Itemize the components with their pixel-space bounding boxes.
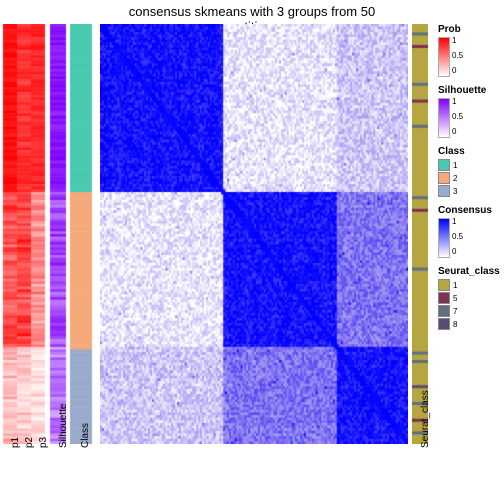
gradient-bar [438, 98, 450, 138]
axis-label: Class [80, 423, 91, 448]
legend-title: Consensus [438, 205, 500, 216]
swatch [438, 318, 450, 330]
swatch-label: 8 [453, 320, 457, 329]
legend-class: Class 1 2 3 [438, 146, 500, 197]
legend-seurat_class: Seurat_class 1 5 7 8 [438, 266, 500, 330]
axis-label: p2 [24, 437, 35, 448]
gradient-ticks: 10.50 [452, 98, 472, 136]
legend-title: Silhouette [438, 85, 500, 96]
figure-container: consensus skmeans with 3 groups from 50 … [0, 0, 504, 504]
axis-label: Seurat_class [420, 390, 431, 448]
swatch [438, 172, 450, 184]
gradient-ticks: 10.50 [452, 37, 472, 75]
swatch [438, 185, 450, 197]
tick-label: 0 [452, 128, 456, 136]
legend-item: 7 [438, 305, 500, 317]
legend-title: Prob [438, 24, 500, 35]
swatch-label: 1 [453, 281, 457, 290]
tick-label: 1 [452, 98, 456, 106]
legend-item: 3 [438, 185, 500, 197]
swatch-label: 5 [453, 294, 457, 303]
gradient-bar [438, 218, 450, 258]
tick-label: 0.5 [452, 113, 463, 121]
tick-label: 0 [452, 248, 456, 256]
tick-label: 1 [452, 218, 456, 226]
right-annotation [412, 24, 428, 444]
tick-label: 0 [452, 67, 456, 75]
legend-title: Class [438, 146, 500, 157]
gradient-bar [438, 37, 450, 77]
tick-label: 1 [452, 37, 456, 45]
legend-item: 2 [438, 172, 500, 184]
tick-label: 0.5 [452, 233, 463, 241]
tick-label: 0.5 [452, 52, 463, 60]
axis-label: Silhouette [58, 404, 69, 448]
swatch-label: 1 [453, 161, 457, 170]
swatch [438, 279, 450, 291]
legend-consensus: Consensus10.50 [438, 205, 500, 258]
swatch [438, 292, 450, 304]
legend-item: 5 [438, 292, 500, 304]
axis-label: p1 [10, 437, 21, 448]
left-annotations [0, 24, 96, 444]
legend-item: 1 [438, 279, 500, 291]
legend-item: 8 [438, 318, 500, 330]
consensus-heatmap [100, 24, 408, 444]
swatch [438, 305, 450, 317]
legend-title: Seurat_class [438, 266, 500, 277]
swatch-label: 2 [453, 174, 457, 183]
axis-label: p3 [38, 437, 49, 448]
legend-silhouette: Silhouette10.50 [438, 85, 500, 138]
swatch-label: 7 [453, 307, 457, 316]
swatch-label: 3 [453, 187, 457, 196]
legend-item: 1 [438, 159, 500, 171]
legend-panel: Prob10.50Silhouette10.50Class123Consensu… [438, 24, 500, 338]
swatch [438, 159, 450, 171]
gradient-ticks: 10.50 [452, 218, 472, 256]
legend-prob: Prob10.50 [438, 24, 500, 77]
